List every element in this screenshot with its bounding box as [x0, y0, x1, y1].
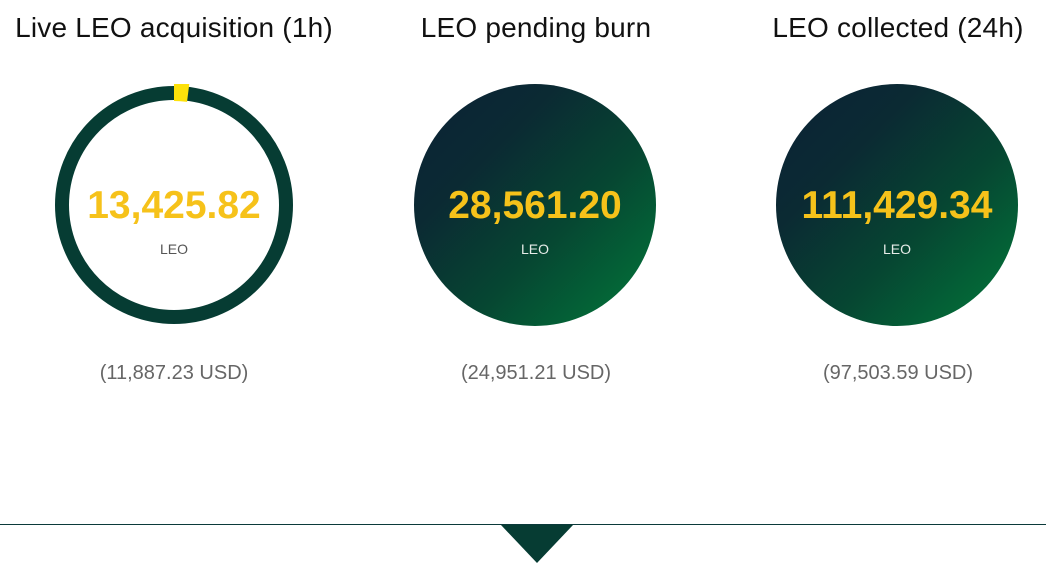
ring-track — [55, 86, 293, 324]
gradient-disc — [414, 84, 656, 326]
ring-progress-indicator — [173, 84, 190, 102]
collected-unit: LEO — [882, 241, 911, 257]
acquisition-ring-gauge: 13,425.82 LEO — [53, 84, 295, 326]
panel-title: LEO pending burn — [420, 12, 652, 43]
acquisition-usd: (11,887.23 USD) — [99, 362, 249, 384]
pending-burn-unit: LEO — [520, 241, 549, 257]
acquisition-unit: LEO — [159, 241, 188, 257]
panel-pending-burn: LEO pending burn 28,561.20 LEO (24,951.2… — [362, 0, 710, 420]
panel-title: Live LEO acquisition (1h) — [15, 12, 333, 43]
pending-burn-value: 28,561.20 — [448, 184, 622, 227]
acquisition-value: 13,425.82 — [87, 184, 261, 227]
collected-usd: (97,503.59 USD) — [822, 362, 974, 384]
panel-collected-24h: LEO collected (24h) 111,429.34 LEO (97,5… — [724, 0, 1046, 420]
pending-burn-usd: (24,951.21 USD) — [460, 362, 612, 384]
chevron-down-icon[interactable] — [501, 525, 573, 563]
ring-svg — [55, 84, 293, 324]
gradient-disc — [776, 84, 1018, 326]
panel-live-acquisition: Live LEO acquisition (1h) 13,425.82 LEO … — [0, 0, 348, 420]
pending-burn-disc: 28,561.20 LEO — [414, 84, 656, 326]
collected-disc: 111,429.34 LEO — [776, 84, 1018, 326]
panel-title: LEO collected (24h) — [772, 12, 1024, 43]
collected-value: 111,429.34 — [801, 184, 993, 227]
section-divider — [0, 524, 1046, 525]
